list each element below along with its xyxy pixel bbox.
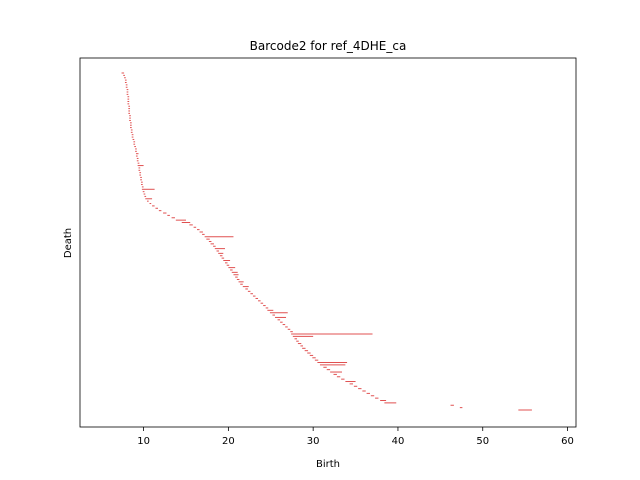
y-axis-label: Death: [63, 228, 74, 258]
x-tick-label: 40: [392, 436, 405, 447]
x-tick-label: 20: [222, 436, 235, 447]
x-axis-ticks: 10 20 30 40 50 60: [137, 427, 574, 447]
x-axis-label: Birth: [316, 459, 340, 470]
plot-frame: [79, 57, 577, 428]
chart-title: Barcode2 for ref_4DHE_ca: [250, 39, 407, 53]
x-tick-label: 30: [307, 436, 320, 447]
x-tick-label: 60: [561, 436, 574, 447]
bars-group: [121, 72, 532, 411]
x-tick-label: 50: [476, 436, 489, 447]
x-tick-label: 10: [137, 436, 150, 447]
